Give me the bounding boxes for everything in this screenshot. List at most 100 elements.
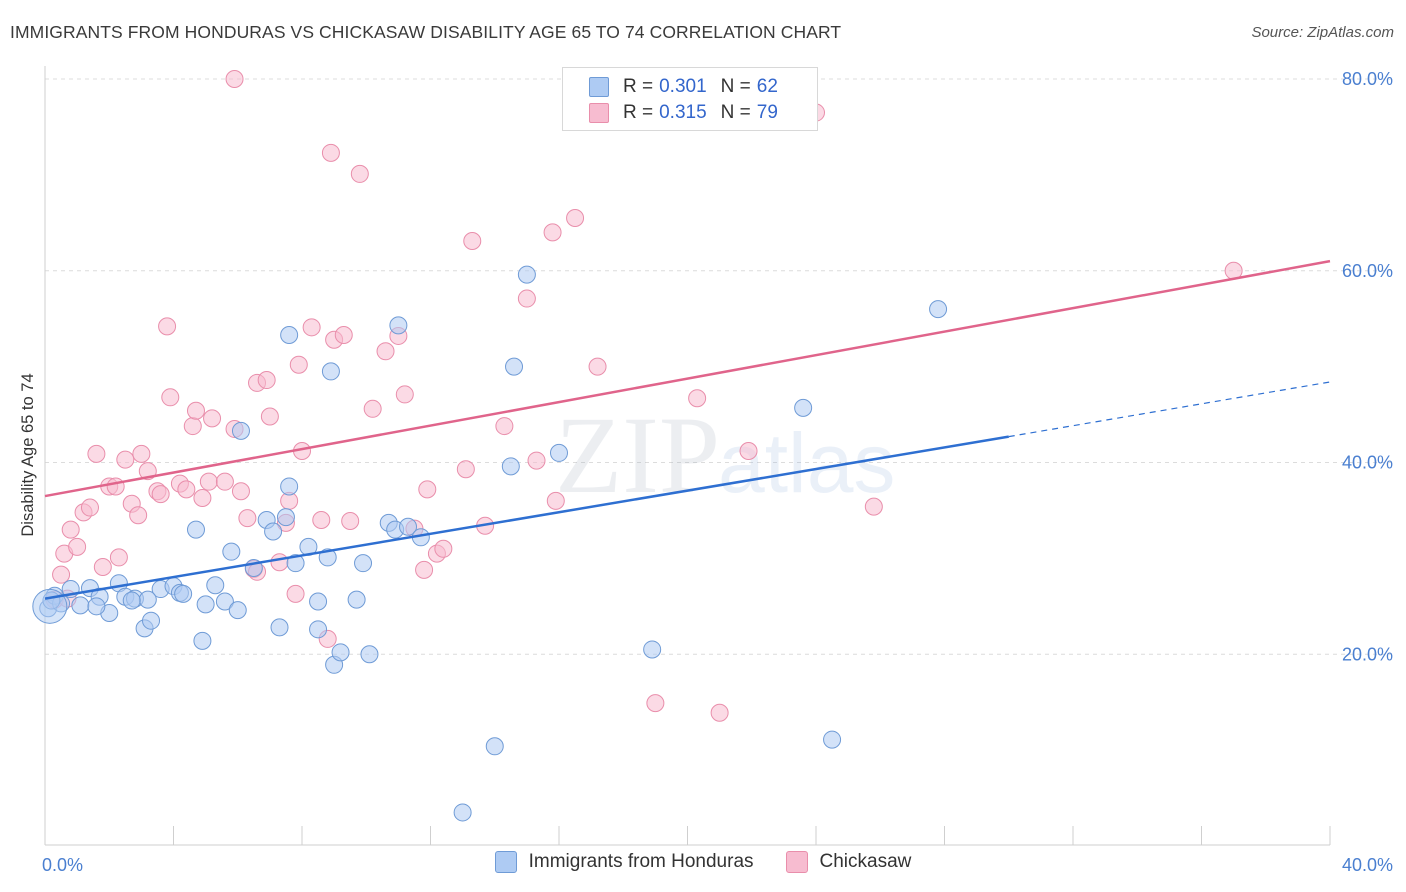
chickasaw-point — [87, 444, 106, 463]
chickasaw-point — [193, 488, 212, 507]
chickasaw-point — [588, 357, 607, 376]
chickasaw-point — [61, 520, 80, 539]
chickasaw-point — [257, 371, 276, 390]
honduras-point — [505, 357, 524, 376]
honduras-point — [823, 730, 842, 749]
legend-swatch-blue — [494, 851, 517, 873]
chickasaw-point — [161, 388, 180, 407]
legend-item-chickasaw: Chickasaw — [785, 851, 912, 873]
y-tick-label: 20.0% — [1342, 644, 1393, 664]
chickasaw-point — [517, 289, 536, 308]
chickasaw-point — [132, 444, 151, 463]
honduras-point — [550, 443, 568, 462]
chickasaw-point — [203, 409, 222, 428]
chickasaw-point — [710, 703, 729, 722]
chickasaw-trend-line — [44, 259, 1331, 498]
chickasaw-point — [270, 553, 289, 572]
honduras-point — [354, 554, 373, 573]
honduras-point — [794, 398, 813, 417]
chickasaw-point — [546, 491, 565, 510]
series-legend: Immigrants from Honduras Chickasaw — [0, 851, 1406, 873]
chickasaw-point — [183, 417, 202, 436]
legend-label: Chickasaw — [819, 851, 912, 872]
chickasaw-point — [415, 560, 434, 579]
honduras-point — [193, 631, 212, 650]
chickasaw-point — [543, 223, 562, 242]
chickasaw-point — [238, 509, 257, 528]
chickasaw-point — [495, 417, 514, 436]
honduras-point — [87, 597, 106, 616]
honduras-trend-line — [44, 435, 1009, 600]
honduras-point — [196, 595, 215, 614]
honduras-point — [318, 548, 337, 567]
honduras-point — [501, 457, 520, 476]
r-value: 0.301 — [659, 76, 707, 97]
n-value: 79 — [756, 102, 778, 123]
chickasaw-point — [363, 399, 382, 418]
chickasaw-point — [418, 480, 437, 499]
watermark: ZIP atlas — [555, 394, 895, 516]
chickasaw-point — [52, 565, 71, 584]
chickasaw-point — [395, 385, 414, 404]
chickasaw-point — [80, 498, 99, 517]
honduras-point — [186, 520, 205, 539]
chickasaw-point — [739, 441, 758, 460]
chickasaw-point — [289, 355, 308, 374]
chickasaw-point — [688, 389, 707, 408]
n-value: 62 — [756, 76, 778, 97]
chickasaw-point — [177, 480, 196, 499]
chickasaw-point — [321, 143, 340, 162]
chickasaw-point — [864, 497, 883, 516]
honduras-point — [453, 803, 472, 822]
chickasaw-point — [434, 539, 453, 558]
chickasaw-point — [302, 318, 321, 337]
legend-label: Immigrants from Honduras — [528, 851, 754, 872]
legend-swatch-blue — [589, 77, 609, 97]
honduras-point — [142, 611, 161, 630]
chickasaw-point — [350, 164, 369, 183]
x-tick-label: 0.0% — [42, 855, 83, 875]
chickasaw-point — [186, 401, 205, 420]
chickasaw-point — [93, 558, 112, 577]
chickasaw-point — [199, 472, 218, 491]
chickasaw-point — [376, 342, 395, 361]
watermark-zip: ZIP — [555, 394, 720, 516]
axes — [44, 66, 1331, 846]
correlation-legend: R = 0.301 N = 62 R = 0.315 N = 79 — [562, 67, 818, 131]
chickasaw-point — [151, 485, 170, 504]
honduras-point — [71, 596, 90, 615]
chickasaw-point — [286, 584, 305, 603]
honduras-point — [280, 325, 299, 344]
honduras-point — [929, 300, 948, 319]
honduras-cluster-point — [32, 588, 68, 624]
chickasaw-point — [312, 511, 331, 530]
chickasaw-point — [68, 537, 87, 556]
honduras-point — [231, 421, 250, 440]
chickasaw-point — [116, 450, 135, 469]
y-tick-label: 40.0% — [1342, 453, 1393, 473]
chickasaw-point — [463, 232, 482, 251]
honduras-point — [309, 592, 328, 611]
honduras-point — [276, 508, 295, 527]
r-value: 0.315 — [659, 102, 707, 123]
honduras-point — [485, 737, 504, 756]
honduras-point — [643, 640, 662, 659]
chart-title: IMMIGRANTS FROM HONDURAS VS CHICKASAW DI… — [10, 22, 842, 42]
tick-labels: 20.0% 40.0% 60.0% 80.0% 0.0% 40.0% — [42, 69, 1393, 875]
legend-row-chickasaw: R = 0.315 N = 79 — [589, 101, 784, 125]
legend-item-honduras: Immigrants from Honduras — [494, 851, 754, 873]
honduras-point — [321, 362, 340, 381]
y-tick-label: 80.0% — [1342, 69, 1393, 89]
chickasaw-point — [341, 511, 360, 530]
chickasaw-point — [456, 460, 475, 479]
honduras-point — [222, 542, 241, 561]
chickasaw-point — [231, 482, 250, 501]
honduras-point — [360, 645, 379, 664]
honduras-point — [174, 584, 193, 603]
n-label: N = — [720, 102, 751, 123]
honduras-point — [331, 643, 350, 662]
honduras-point — [347, 590, 366, 609]
honduras-point — [399, 517, 418, 536]
trend-lines — [44, 259, 1331, 600]
